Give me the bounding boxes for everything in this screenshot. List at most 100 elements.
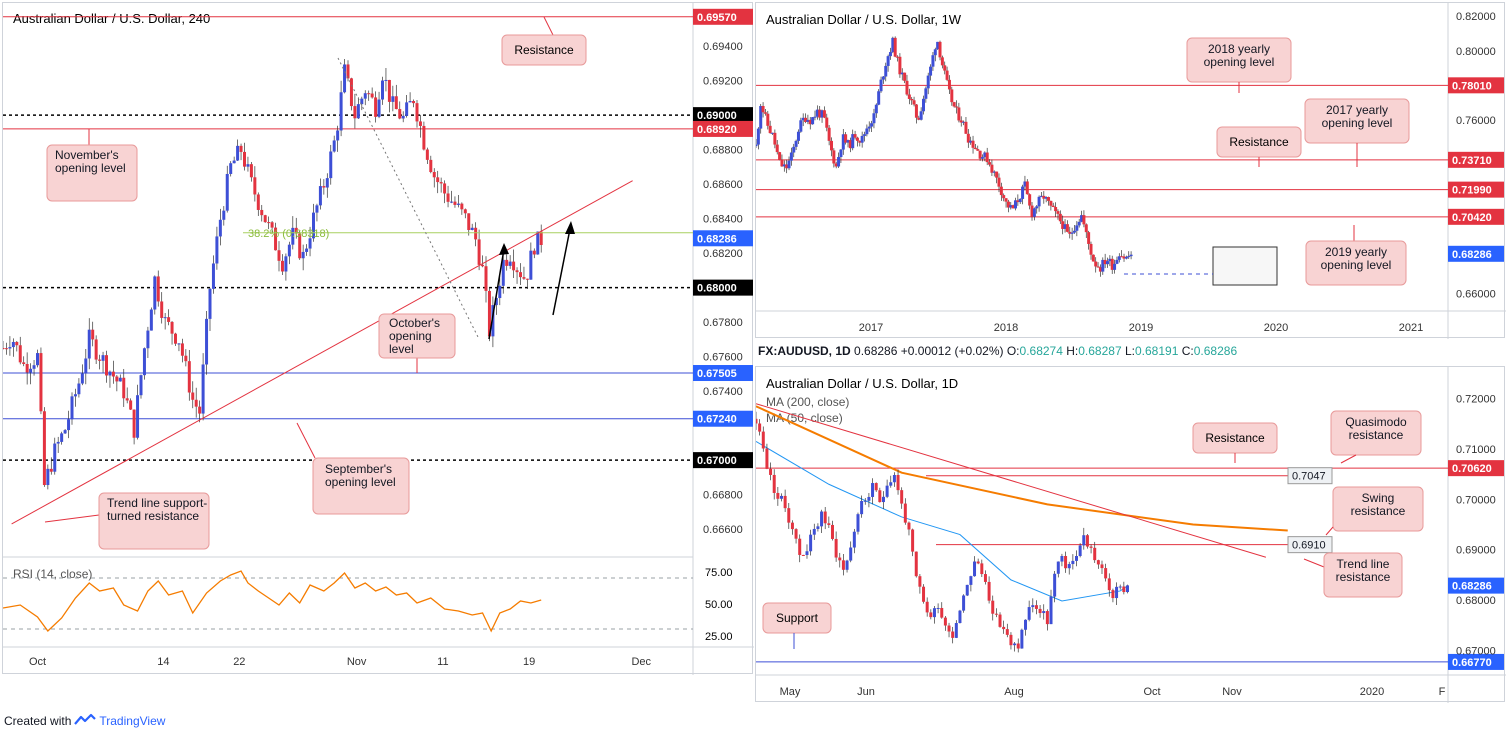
- w1-callout-resistance[interactable]: Resistance: [1216, 126, 1302, 167]
- candle-body: [267, 222, 271, 224]
- candle-body: [156, 276, 160, 302]
- h4-x-tick: 11: [437, 656, 448, 668]
- ma50-line[interactable]: [755, 441, 1128, 602]
- ma200-line[interactable]: [755, 405, 1288, 532]
- w1-chart-panel: Australian Dollar / U.S. Dollar, 1W 0.78…: [754, 2, 1506, 339]
- candle-body: [522, 277, 526, 279]
- d1-x-tick: Oct: [1143, 686, 1160, 698]
- h4-callout-septembers-opening[interactable]: September's opening level: [296, 422, 410, 515]
- candle-body: [761, 431, 765, 449]
- candle-body: [191, 392, 195, 400]
- candle-body: [1016, 200, 1020, 203]
- h4-y-tick: 0.67800: [703, 317, 743, 329]
- candle-body: [886, 56, 890, 66]
- w1-price-tag-bg: [1448, 77, 1504, 94]
- candle-body: [938, 41, 942, 58]
- candle-body: [194, 399, 198, 407]
- h4-callout-resistance[interactable]: Resistance: [501, 16, 587, 66]
- d1-callout-trendline[interactable]: Trend line resistance: [1303, 552, 1403, 598]
- h4-price-tag: 0.68286: [697, 233, 737, 245]
- d1-trendline[interactable]: [755, 403, 1267, 558]
- candle-body: [63, 430, 67, 434]
- d1-inline-tag: 0.6910: [1292, 540, 1326, 552]
- w1-callout-2019[interactable]: 2019 yearly opening level: [1305, 225, 1407, 286]
- h4-chart[interactable]: Australian Dollar / U.S. Dollar, 240 0.6…: [1, 3, 754, 675]
- ma200-label: MA (200, close): [766, 395, 849, 409]
- candle-body: [463, 209, 467, 214]
- candle-body: [919, 111, 923, 120]
- candle-body: [863, 500, 867, 502]
- candle-body: [1035, 206, 1039, 209]
- d1-callout-swing[interactable]: Swing resistance: [1325, 486, 1424, 536]
- h4-arrow-up-small[interactable]: [488, 243, 509, 340]
- w1-x-tick: 2017: [859, 322, 883, 334]
- candle-body: [997, 177, 1001, 187]
- w1-y-tick: 0.76000: [1456, 115, 1496, 127]
- h4-arrow-up-large[interactable]: [552, 221, 575, 316]
- candle-body: [798, 538, 802, 555]
- candle-body: [959, 120, 963, 123]
- d1-callout-quasimodo[interactable]: Quasimodo resistance: [1330, 410, 1422, 464]
- candle-body: [381, 80, 384, 100]
- w1-callout-2017[interactable]: 2017 yearly opening level: [1304, 98, 1410, 167]
- candle-body: [846, 140, 850, 143]
- candle-body: [1115, 259, 1119, 264]
- h4-price-tag-bg: [693, 120, 753, 137]
- h4-price-tag-bg: [693, 230, 753, 247]
- d1-callout-support[interactable]: Support: [762, 602, 832, 649]
- footer-brand[interactable]: TradingView: [99, 713, 166, 728]
- candle-body: [1020, 629, 1024, 649]
- h4-trendline[interactable]: [11, 180, 633, 525]
- candle-body: [498, 285, 502, 299]
- candle-body: [512, 261, 516, 271]
- d1-inline-tag-bg: [1287, 536, 1333, 554]
- d1-y-tick: 0.68000: [1456, 595, 1496, 607]
- candle-body: [1042, 611, 1046, 614]
- d1-chart[interactable]: Australian Dollar / U.S. Dollar, 1D MA (…: [754, 367, 1506, 703]
- candle-body: [367, 93, 371, 95]
- h4-callout-octobers-opening[interactable]: October's opening level: [378, 313, 456, 373]
- w1-chart[interactable]: Australian Dollar / U.S. Dollar, 1W 0.78…: [754, 3, 1506, 339]
- candle-body: [446, 193, 450, 202]
- candle-body: [943, 617, 947, 626]
- w1-consolidation-box[interactable]: [1212, 246, 1278, 286]
- d1-chart-panel: Australian Dollar / U.S. Dollar, 1D MA (…: [754, 366, 1506, 703]
- footer-created-with: Created with: [4, 713, 72, 728]
- candle-body: [263, 215, 267, 223]
- candle-body: [896, 474, 900, 491]
- d1-callout-resistance[interactable]: Resistance: [1192, 422, 1278, 463]
- candle-body: [470, 227, 474, 230]
- candle-body: [889, 482, 893, 486]
- candle-body: [945, 70, 949, 80]
- candle-body: [67, 419, 71, 431]
- candle-body: [56, 441, 60, 444]
- candle-body: [990, 164, 994, 173]
- candle-body: [287, 244, 291, 257]
- candle-body: [1056, 561, 1060, 574]
- candle-body: [163, 317, 167, 319]
- h4-fib-anchor-line[interactable]: [337, 57, 480, 340]
- w1-callout-2018[interactable]: 2018 yearly opening level: [1186, 37, 1292, 93]
- candle-body: [315, 205, 319, 213]
- h4-callout-trendline[interactable]: Trend line support-turned resistance: [44, 492, 210, 550]
- candle-body: [222, 210, 226, 220]
- tradingview-logo-icon[interactable]: [74, 712, 97, 729]
- ohlc-o-label: O:: [1006, 344, 1020, 358]
- candle-body: [343, 64, 347, 93]
- candle-body: [122, 377, 126, 399]
- w1-price-tag: 0.68286: [1452, 249, 1492, 261]
- candle-body: [962, 595, 966, 611]
- candle-body: [905, 80, 909, 95]
- candle-body: [851, 134, 855, 149]
- candle-body: [771, 132, 775, 134]
- candle-body: [834, 538, 838, 558]
- candle-body: [912, 100, 916, 105]
- candle-body: [765, 448, 769, 469]
- candle-body: [987, 581, 991, 601]
- candle-body: [947, 79, 951, 90]
- h4-rsi-line[interactable]: [2, 570, 542, 633]
- h4-y-tick: 0.69400: [703, 41, 743, 53]
- w1-price-tag: 0.70420: [1452, 212, 1492, 224]
- candle-body: [408, 101, 412, 103]
- h4-callout-novembers-opening[interactable]: November's opening level: [46, 129, 138, 202]
